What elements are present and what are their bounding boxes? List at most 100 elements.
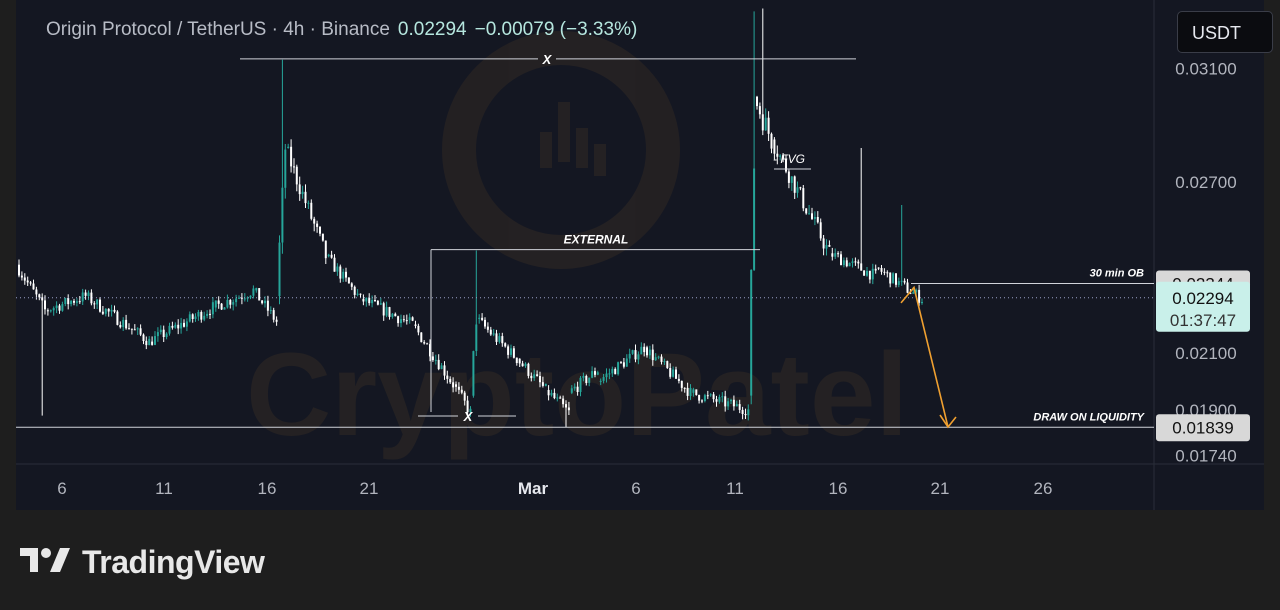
watermark-candle: [576, 128, 588, 168]
external-label: EXTERNAL: [564, 233, 629, 247]
candle-body: [449, 378, 452, 383]
liquidity-label: DRAW ON LIQUIDITY: [1033, 411, 1145, 423]
candle-body: [272, 310, 275, 320]
candle-body: [744, 414, 747, 416]
price-tick-label: 0.02100: [1175, 344, 1236, 363]
candle-body: [460, 389, 463, 393]
candle-body: [84, 292, 87, 296]
candle-body: [284, 149, 287, 188]
header-price: 0.02294: [397, 19, 467, 40]
candle-body: [541, 382, 544, 386]
candle-body: [125, 319, 128, 329]
candle-body: [229, 300, 232, 305]
candle-body: [877, 267, 880, 269]
brand-name[interactable]: TradingView: [82, 543, 265, 580]
candle-body: [374, 300, 376, 301]
candle-body: [310, 202, 313, 219]
candle-body: [183, 322, 185, 327]
candle-body: [570, 388, 573, 393]
swing-low-label: X: [463, 409, 474, 424]
time-tick-label: Mar: [518, 479, 549, 498]
candle-body: [909, 292, 912, 294]
candle-body: [469, 408, 472, 413]
candle-body: [701, 400, 703, 402]
candle-body: [330, 254, 333, 258]
candle-body: [466, 400, 469, 413]
time-tick-label: 21: [360, 479, 379, 498]
candle-body: [732, 399, 735, 407]
candle-body: [646, 347, 648, 356]
candle-body: [223, 307, 226, 310]
candle-body: [32, 283, 35, 290]
candle-body: [617, 362, 620, 375]
candle-body: [530, 375, 533, 379]
candle-body: [429, 344, 431, 357]
candle-body: [842, 260, 845, 266]
candle-body: [275, 319, 278, 322]
candle-body: [816, 217, 819, 223]
candle-body: [400, 319, 402, 324]
candle-body: [347, 277, 350, 284]
candle-body: [339, 266, 342, 279]
candle-body: [382, 303, 385, 316]
candle-body: [883, 271, 886, 273]
candle-body: [811, 213, 813, 219]
candle-body: [880, 268, 883, 272]
candle-body: [35, 289, 38, 295]
tradingview-logo-icon[interactable]: [20, 544, 70, 580]
candle-body: [672, 369, 675, 377]
candle-body: [918, 289, 921, 303]
candle-body: [486, 326, 489, 330]
candle-body: [61, 304, 64, 311]
candle-body: [738, 404, 741, 410]
candle-body: [81, 292, 84, 302]
candle-body: [388, 307, 391, 317]
candle-body: [301, 191, 304, 195]
candle-body: [582, 376, 585, 378]
time-tick-label: 16: [829, 479, 848, 498]
candle-body: [232, 302, 235, 305]
candle-body: [252, 288, 255, 296]
candle-body: [365, 297, 368, 302]
candle-body: [698, 395, 701, 401]
candle-body: [463, 392, 466, 401]
candle-body: [264, 300, 266, 304]
candle-body: [333, 257, 336, 272]
candle-body: [921, 302, 923, 303]
candle-body: [868, 270, 871, 280]
candle-body: [110, 309, 113, 312]
symbol-title: Origin Protocol / TetherUS · 4h · Binanc…: [46, 19, 390, 40]
candle-body: [151, 341, 154, 345]
candle-body: [119, 325, 122, 328]
candle-body: [139, 328, 142, 335]
candle-body: [200, 312, 203, 320]
candle-body: [29, 282, 32, 284]
candle-body: [663, 361, 666, 363]
candle-body: [185, 321, 188, 327]
candle-body: [857, 261, 860, 264]
candle-body: [67, 298, 70, 305]
candle-body: [756, 96, 758, 107]
candle-body: [573, 386, 576, 389]
candle-body: [533, 374, 536, 379]
candle-body: [599, 380, 602, 382]
price-tick-label: 0.01740: [1175, 446, 1236, 465]
candle-body: [585, 376, 588, 383]
candle-body: [128, 328, 130, 330]
candle-body: [819, 222, 822, 239]
candle-body: [675, 369, 677, 379]
bar-countdown-label: 01:37:47: [1170, 311, 1236, 330]
candle-body: [787, 171, 790, 183]
candle-body: [602, 377, 605, 381]
candle-body: [863, 270, 866, 276]
candle-body: [579, 377, 582, 392]
candle-body: [52, 308, 55, 311]
candle-body: [261, 300, 264, 304]
currency-button[interactable]: USDT: [1177, 11, 1273, 53]
candle-body: [455, 384, 457, 387]
candle-body: [799, 187, 802, 189]
candle-body: [648, 349, 651, 356]
candle-body: [903, 280, 906, 283]
chart-panel[interactable]: CryptoPatel X EXTERNAL - FVG X 30 min OB DRAW …: [16, 0, 1273, 510]
